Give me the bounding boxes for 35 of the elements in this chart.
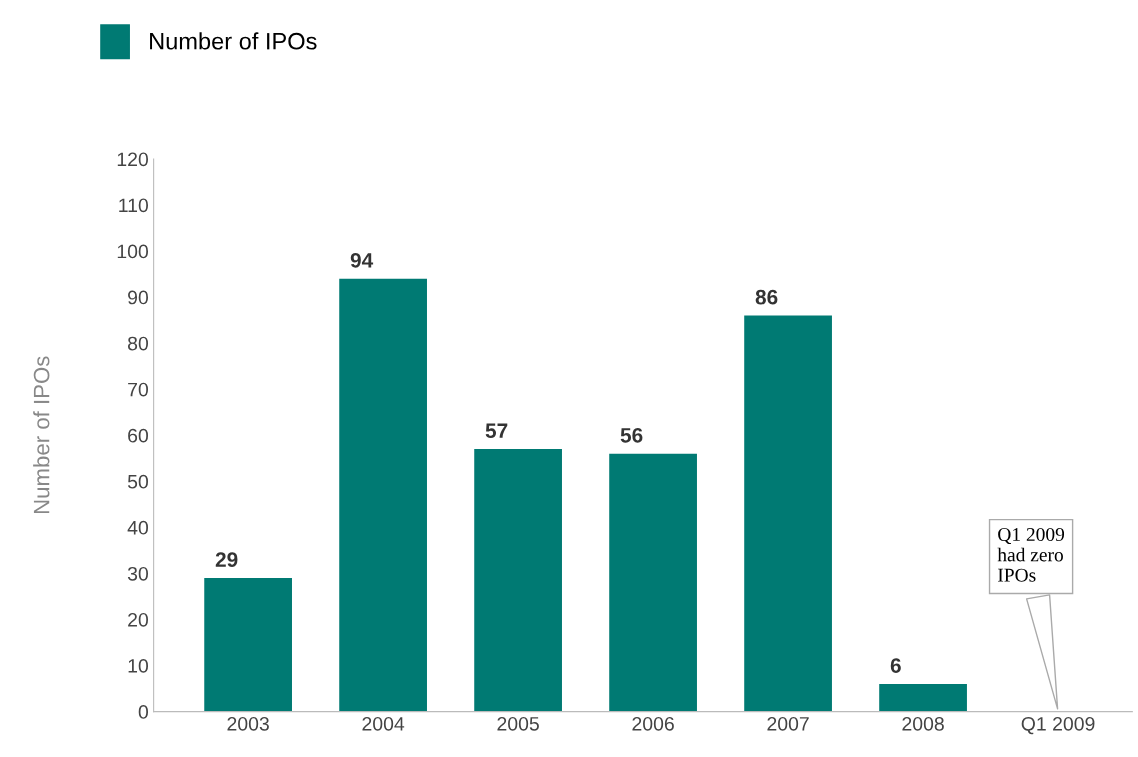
legend-label: Number of IPOs <box>150 32 317 50</box>
data-label: 56 <box>620 427 643 443</box>
y-tick-label: 50 <box>127 474 149 489</box>
x-tick-label: 2006 <box>632 716 674 731</box>
y-tick-label: 10 <box>128 659 149 673</box>
bar <box>879 683 967 712</box>
data-label: 29 <box>215 552 238 568</box>
bar <box>474 449 562 712</box>
x-tick-label: 2005 <box>497 716 539 731</box>
y-tick-label: 110 <box>119 198 149 213</box>
y-axis-title: Number of IPOs <box>33 356 50 514</box>
bar <box>339 278 427 712</box>
y-tick-label: 0 <box>138 705 149 719</box>
x-tick-label: 2007 <box>767 716 809 731</box>
data-label: 86 <box>755 289 778 305</box>
data-label: 6 <box>890 658 901 673</box>
y-tick-label: 40 <box>127 520 149 535</box>
y-tick-label: 80 <box>127 336 149 351</box>
bar <box>609 453 697 712</box>
y-tick-label: 90 <box>128 290 149 305</box>
x-tick-label: 2004 <box>362 716 405 731</box>
y-tick-label: 120 <box>117 152 149 167</box>
y-tick-label: 100 <box>117 244 149 259</box>
data-label: 94 <box>350 252 374 268</box>
y-tick-label: 60 <box>128 428 149 443</box>
bar <box>204 578 292 712</box>
annotation: Q1 2009 had zero IPOs <box>997 527 1065 582</box>
x-tick-label: 2003 <box>227 716 269 731</box>
y-tick-label: 20 <box>128 612 149 627</box>
x-tick-label: Q1 2009 <box>1021 716 1095 735</box>
y-tick-label: 30 <box>127 566 149 581</box>
bar <box>744 315 832 712</box>
x-tick-label: 2008 <box>902 716 944 731</box>
y-tick-label: 70 <box>128 382 149 397</box>
data-label: 57 <box>485 423 508 439</box>
